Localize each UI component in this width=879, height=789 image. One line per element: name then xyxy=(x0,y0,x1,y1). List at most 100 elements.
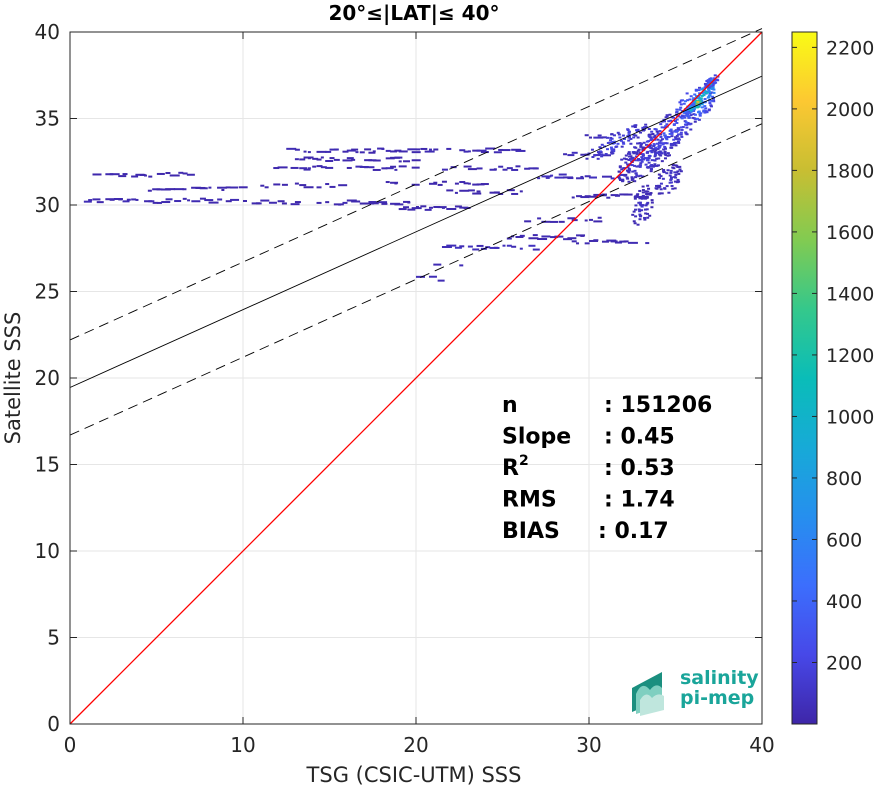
density-cell xyxy=(493,151,502,154)
density-cell xyxy=(390,150,398,153)
density-cell xyxy=(550,220,559,223)
density-cell xyxy=(558,173,567,176)
density-cell xyxy=(519,247,523,250)
density-cell xyxy=(381,202,388,205)
density-cell xyxy=(463,165,472,168)
density-cell xyxy=(632,133,636,136)
density-cell xyxy=(665,185,669,188)
density-cell xyxy=(698,92,702,95)
colorbar-label: 1000 xyxy=(826,406,874,428)
density-cell xyxy=(277,200,285,203)
density-cell xyxy=(669,128,673,131)
density-cell xyxy=(571,196,575,199)
density-cell xyxy=(191,200,201,203)
density-cell xyxy=(628,169,632,172)
density-cell xyxy=(669,169,673,172)
y-tick-label: 40 xyxy=(35,20,60,44)
density-cell xyxy=(643,126,647,129)
density-cell xyxy=(650,168,654,171)
density-cell xyxy=(662,168,666,171)
stat-label: BIAS xyxy=(502,519,560,544)
density-cell xyxy=(639,214,643,217)
density-cell xyxy=(368,166,375,169)
density-cell xyxy=(467,182,471,185)
density-cell xyxy=(694,118,698,121)
density-cell xyxy=(644,126,648,129)
density-cell xyxy=(627,130,631,133)
density-cell xyxy=(679,170,683,173)
density-cell xyxy=(346,157,354,160)
density-cell xyxy=(688,112,692,115)
density-cell xyxy=(699,97,703,100)
density-cell xyxy=(493,191,500,194)
density-cell xyxy=(307,151,311,154)
density-cell xyxy=(684,131,688,134)
density-cell xyxy=(653,159,657,162)
density-cell xyxy=(641,146,645,149)
density-cell xyxy=(641,154,645,157)
density-cell xyxy=(660,120,664,123)
density-cell xyxy=(634,195,638,198)
density-cell xyxy=(156,201,162,204)
density-cell xyxy=(648,145,652,148)
density-cell xyxy=(682,110,686,113)
density-cell xyxy=(647,157,651,160)
density-cell xyxy=(502,149,511,152)
density-cell xyxy=(255,202,260,205)
density-cell xyxy=(634,155,638,158)
density-cell xyxy=(655,157,659,160)
density-cell xyxy=(424,208,432,211)
density-cell xyxy=(620,168,624,171)
density-cell xyxy=(148,200,155,203)
density-cell xyxy=(674,137,678,140)
density-cell xyxy=(634,208,638,211)
density-cell xyxy=(441,168,448,171)
density-cell xyxy=(698,100,702,103)
density-cell xyxy=(338,184,348,187)
density-cell xyxy=(695,106,699,109)
density-cell xyxy=(589,195,598,198)
density-cell xyxy=(700,91,704,94)
density-cell xyxy=(656,138,660,141)
y-axis-label: Satellite SSS xyxy=(1,312,25,445)
density-cell xyxy=(618,177,622,180)
density-cell xyxy=(695,117,699,120)
density-cell xyxy=(545,176,550,179)
density-cell xyxy=(653,150,657,153)
y-ticks: 0 5 10 15 20 25 30 35 40 xyxy=(35,20,762,736)
density-cell xyxy=(660,138,664,141)
density-cell xyxy=(403,200,411,203)
density-cell xyxy=(627,241,638,244)
density-cell xyxy=(641,204,645,207)
density-cell xyxy=(645,208,649,211)
density-cell xyxy=(703,105,707,108)
density-cell xyxy=(672,167,676,170)
density-cell xyxy=(441,180,447,183)
density-cell xyxy=(359,202,367,205)
density-cell xyxy=(593,154,597,157)
density-cell xyxy=(411,207,422,210)
density-cell xyxy=(677,138,681,141)
density-cell xyxy=(650,199,654,202)
density-cell xyxy=(710,78,714,81)
density-cell xyxy=(502,244,506,247)
density-cell xyxy=(655,130,659,133)
density-cell xyxy=(498,148,504,151)
density-cell xyxy=(641,148,645,151)
density-cell xyxy=(650,138,654,141)
density-cell xyxy=(394,168,398,171)
density-cell xyxy=(506,189,515,192)
density-cell xyxy=(678,165,682,168)
density-cell xyxy=(610,141,614,144)
stat-superscript: 2 xyxy=(519,453,529,469)
density-cell xyxy=(631,170,635,173)
density-cell xyxy=(658,192,662,195)
density-cell xyxy=(627,135,631,138)
density-cell xyxy=(623,174,627,177)
density-cell xyxy=(329,148,338,151)
density-cell xyxy=(126,198,131,201)
density-cell xyxy=(325,159,334,162)
density-cell xyxy=(685,92,689,95)
density-cell xyxy=(381,167,388,170)
density-cell xyxy=(630,164,634,167)
